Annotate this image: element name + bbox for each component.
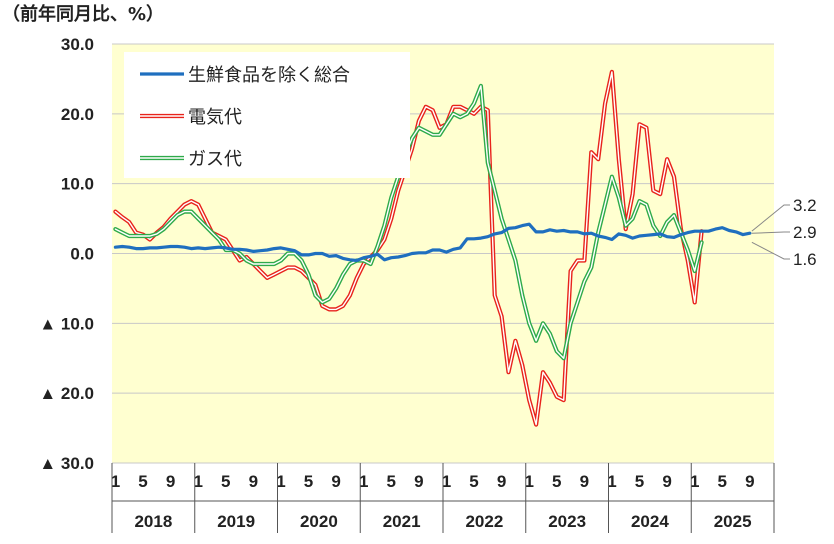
x-tick-label: 5 [718, 472, 727, 491]
x-tick-label: 1 [193, 472, 202, 491]
y-tick-label: 0.0 [70, 245, 94, 264]
end-label: 2.9 [793, 223, 817, 242]
y-axis: 30.0 20.0 10.0 0.0 ▲ 10.0 ▲ 20.0 ▲ 30.0 [39, 35, 94, 473]
year-label: 2022 [465, 512, 503, 531]
legend-label: 生鮮食品を除く総合 [188, 65, 350, 86]
x-tick-label: 1 [359, 472, 368, 491]
year-label: 2019 [217, 512, 255, 531]
y-tick-label: ▲ 20.0 [39, 384, 94, 403]
y-tick-label: 30.0 [61, 35, 94, 54]
x-tick-label: 9 [331, 472, 340, 491]
x-tick-label: 1 [111, 472, 120, 491]
leader-line [751, 241, 790, 260]
y-tick-label: 10.0 [61, 175, 94, 194]
x-tick-label: 1 [524, 472, 533, 491]
legend-label: ガス代 [188, 149, 242, 170]
series-line-0 [113, 222, 752, 263]
leader-line [751, 231, 790, 234]
x-tick-label: 9 [414, 472, 423, 491]
x-tick-label: 1 [276, 472, 285, 491]
y-tick-label: 20.0 [61, 105, 94, 124]
x-tick-label: 5 [304, 472, 313, 491]
leader-line [751, 204, 790, 232]
x-tick-label: 5 [635, 472, 644, 491]
x-tick-label: 9 [166, 472, 175, 491]
end-label: 3.2 [793, 196, 817, 215]
x-tick-label: 5 [469, 472, 478, 491]
year-label: 2018 [134, 512, 172, 531]
x-tick-label: 5 [221, 472, 230, 491]
year-label: 2020 [300, 512, 338, 531]
year-label: 2024 [631, 512, 669, 531]
y-tick-label: ▲ 30.0 [39, 454, 94, 473]
x-tick-label: 1 [690, 472, 699, 491]
end-labels: 3.2 2.9 1.6 [751, 196, 817, 269]
legend-label: 電気代 [188, 107, 242, 128]
y-tick-label: ▲ 10.0 [39, 314, 94, 333]
x-tick-label: 5 [387, 472, 396, 491]
x-tick-label: 9 [580, 472, 589, 491]
end-label: 1.6 [793, 250, 817, 269]
unit-label: （前年同月比、%） [2, 4, 165, 25]
x-tick-label: 9 [745, 472, 754, 491]
year-label: 2025 [714, 512, 752, 531]
x-tick-label: 9 [662, 472, 671, 491]
x-tick-label: 1 [607, 472, 616, 491]
year-label: 2021 [383, 512, 421, 531]
x-tick-label: 5 [552, 472, 561, 491]
x-tick-label: 9 [497, 472, 506, 491]
x-tick-label: 5 [138, 472, 147, 491]
x-tick-label: 9 [249, 472, 258, 491]
x-tick-label: 1 [442, 472, 451, 491]
year-label: 2023 [548, 512, 586, 531]
